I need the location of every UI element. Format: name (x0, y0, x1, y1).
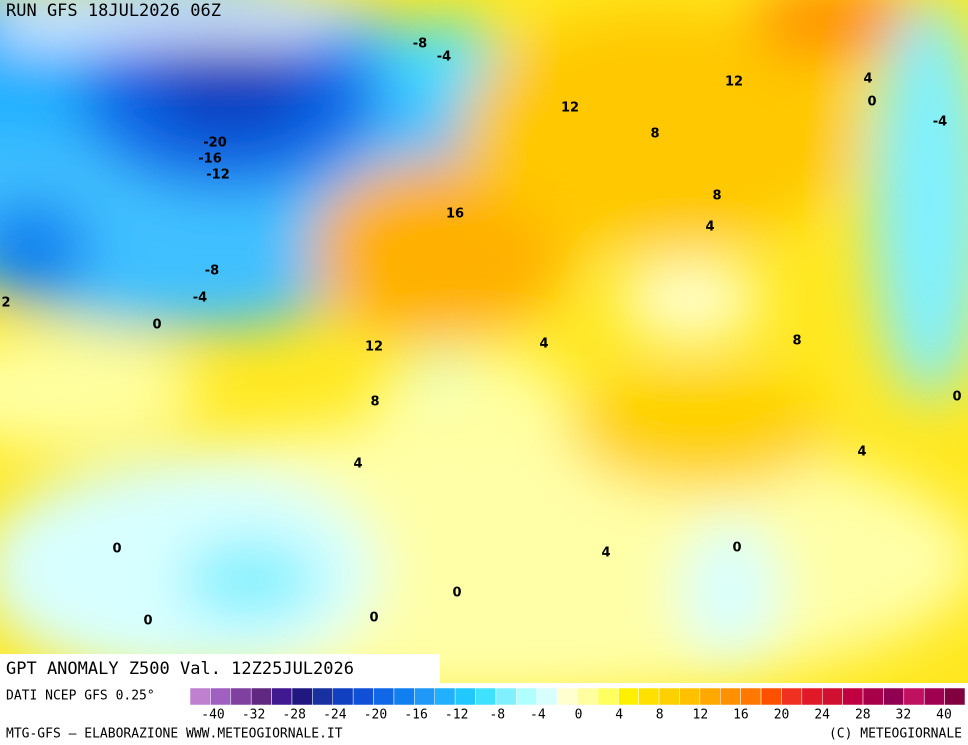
field-title: GPT ANOMALY Z500 Val. 12Z25JUL2026 (6, 659, 354, 679)
colorbar-swatch (312, 687, 334, 706)
contour-label: 2 (1, 296, 10, 311)
contour-label: 8 (370, 395, 379, 410)
contour-label: 12 (725, 75, 743, 90)
colorbar-tick-label: 4 (615, 708, 623, 723)
colorbar-swatch (291, 687, 313, 706)
colorbar-swatch (618, 687, 639, 706)
colorbar-tick-label: 40 (936, 708, 952, 723)
colorbar-swatch (781, 687, 803, 706)
colorbar-swatch (740, 687, 762, 706)
colorbar-tick-label: 28 (855, 708, 871, 723)
colorbar-swatch (923, 687, 945, 706)
credit-label: MTG-GFS — ELABORAZIONE WWW.METEOGIORNALE… (6, 727, 343, 742)
colorbar-swatch (720, 687, 741, 706)
contour-label: 0 (732, 541, 741, 556)
contour-label: 4 (857, 445, 866, 460)
colorbar-swatch (475, 687, 497, 706)
contour-label: -20 (203, 136, 227, 151)
colorbar-swatch (373, 687, 395, 706)
colorbar-swatch (842, 687, 864, 706)
colorbar-swatch (393, 687, 415, 706)
colorbar-swatch (495, 687, 517, 706)
title-box (0, 654, 440, 683)
contour-label: 0 (112, 542, 121, 557)
contour-label: 4 (705, 220, 714, 235)
contour-label: 8 (712, 189, 721, 204)
colorbar-swatch (597, 687, 619, 706)
colorbar-swatch (821, 687, 843, 706)
contour-label: 0 (452, 586, 461, 601)
colorbar-swatch (230, 687, 252, 706)
colorbar-swatch (944, 687, 966, 706)
colorbar-tick-label: 24 (814, 708, 830, 723)
colorbar-tick-label: -12 (445, 708, 468, 723)
contour-label: 4 (353, 457, 362, 472)
colorbar-swatch (577, 687, 599, 706)
contour-label: 16 (446, 207, 464, 222)
colorbar-tick-label: -4 (530, 708, 546, 723)
run-label: RUN GFS 18JUL2026 06Z (6, 1, 221, 21)
colorbar-swatch (699, 687, 721, 706)
contour-label: -8 (205, 264, 219, 279)
colorbar-tick-label: 20 (774, 708, 790, 723)
colorbar-swatch (801, 687, 823, 706)
colorbar-tick-label: 8 (656, 708, 664, 723)
contour-label: -12 (206, 168, 230, 183)
colorbar-swatch (454, 687, 476, 706)
contour-label: 4 (539, 337, 548, 352)
colorbar-tick-label: -32 (242, 708, 265, 723)
colorbar-swatch (271, 687, 293, 706)
contour-label: -8 (413, 37, 427, 52)
colorbar-swatch (250, 687, 272, 706)
contour-label: 4 (863, 72, 872, 87)
colorbar-swatch (903, 687, 925, 706)
contour-label: 0 (143, 614, 152, 629)
colorbar-swatch (332, 687, 354, 706)
colorbar-tick-label: -24 (323, 708, 347, 723)
colorbar-tick-label: -28 (282, 708, 305, 723)
contour-label: 12 (365, 340, 383, 355)
colorbar-swatch (638, 687, 660, 706)
colorbar-swatch (352, 687, 374, 706)
contour-label: 0 (952, 390, 961, 405)
contour-label: 0 (152, 318, 161, 333)
colorbar-swatch (536, 687, 558, 706)
colorbar-tick-label: 32 (896, 708, 912, 723)
contour-label: -4 (933, 115, 947, 130)
contour-label: -4 (193, 291, 207, 306)
colorbar-tick-label: 12 (693, 708, 709, 723)
colorbar-swatch (414, 687, 435, 706)
colorbar-swatch (658, 687, 680, 706)
anomaly-field (0, 0, 968, 683)
contour-label: 8 (792, 334, 801, 349)
contour-label: 8 (650, 127, 659, 142)
colorbar-tick-label: -8 (489, 708, 505, 723)
contour-label: -4 (437, 50, 451, 65)
contour-label: 0 (369, 611, 378, 626)
contour-label: 4 (601, 546, 610, 561)
colorbar-tick-label: 16 (733, 708, 749, 723)
colorbar-swatch (556, 687, 578, 706)
contour-label: -16 (198, 152, 222, 167)
source-label: DATI NCEP GFS 0.25° (6, 689, 155, 704)
colorbar-swatch (883, 687, 905, 706)
colorbar-swatch (862, 687, 884, 706)
colorbar-swatch (210, 687, 232, 706)
colorbar-tick-label: -20 (364, 708, 387, 723)
colorbar-swatch (189, 687, 211, 706)
colorbar-swatch (516, 687, 537, 706)
copyright-label: (C) METEOGIORNALE (829, 727, 962, 742)
colorbar-tick-label: -40 (201, 708, 224, 723)
colorbar-tick-label: 0 (575, 708, 583, 723)
colorbar-swatch (434, 687, 456, 706)
colorbar-tick-label: -16 (404, 708, 427, 723)
colorbar-swatch (760, 687, 782, 706)
contour-label: 0 (867, 95, 876, 110)
colorbar-swatch (679, 687, 701, 706)
contour-label: 12 (561, 101, 579, 116)
